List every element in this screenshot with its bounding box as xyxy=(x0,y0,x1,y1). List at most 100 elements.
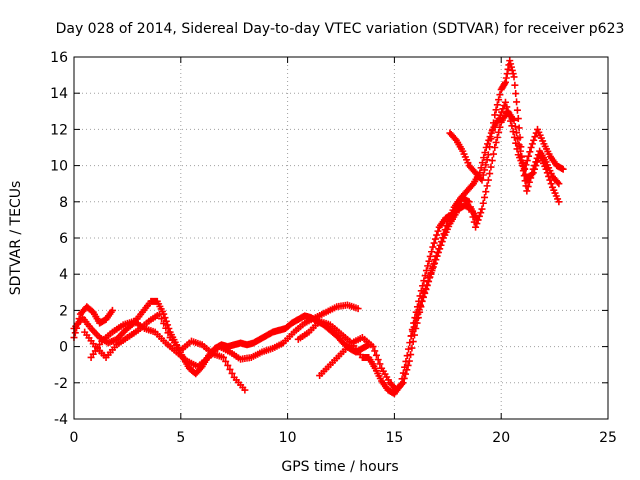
data-point xyxy=(409,338,417,346)
plot-frame xyxy=(73,56,609,420)
data-point xyxy=(515,124,523,132)
data-point xyxy=(525,152,533,160)
data-point xyxy=(498,108,506,116)
data-point xyxy=(492,138,500,146)
data-point xyxy=(486,170,494,178)
data-point xyxy=(508,66,516,74)
data-point xyxy=(436,245,444,253)
data-point xyxy=(434,248,442,256)
data-point xyxy=(509,70,517,78)
data-point xyxy=(426,252,434,260)
data-point xyxy=(399,379,407,387)
data-point xyxy=(492,106,500,114)
data-point xyxy=(161,314,169,322)
data-point xyxy=(155,310,163,318)
series-markers xyxy=(70,57,567,398)
data-point xyxy=(418,297,426,305)
data-point xyxy=(372,351,380,359)
data-point xyxy=(428,248,436,256)
data-point xyxy=(522,170,530,178)
data-point xyxy=(468,208,476,216)
data-point xyxy=(503,70,511,78)
data-point xyxy=(514,135,522,143)
data-point xyxy=(499,105,507,113)
x-tick-label: 25 xyxy=(599,430,617,446)
data-point xyxy=(511,123,519,131)
data-point xyxy=(542,165,550,173)
y-tick-label: 6 xyxy=(59,231,68,247)
data-point xyxy=(374,356,382,364)
data-point xyxy=(404,361,412,369)
data-point xyxy=(422,285,430,293)
data-point xyxy=(516,147,524,155)
data-point xyxy=(419,293,427,301)
y-axis-label: SDTVAR / TECUs xyxy=(8,181,24,296)
data-point xyxy=(528,140,536,148)
data-point xyxy=(495,96,503,104)
data-point xyxy=(481,166,489,174)
data-point xyxy=(515,141,523,149)
data-point xyxy=(487,163,495,171)
data-point xyxy=(222,357,230,365)
data-point xyxy=(513,129,521,137)
data-point xyxy=(528,170,536,178)
y-tick-label: 4 xyxy=(59,267,68,283)
data-point xyxy=(473,220,481,228)
y-tick-label: 8 xyxy=(59,195,68,211)
data-point xyxy=(502,74,510,82)
y-tick-label: -4 xyxy=(54,412,68,428)
data-point xyxy=(402,370,410,378)
data-point xyxy=(496,91,504,99)
series-arc-8 xyxy=(407,107,563,340)
data-point xyxy=(495,128,503,136)
x-tick-label: 15 xyxy=(385,430,403,446)
data-point xyxy=(507,60,515,68)
data-point xyxy=(474,216,482,224)
data-point xyxy=(415,306,423,314)
y-tick-label: 12 xyxy=(50,122,68,138)
data-point xyxy=(437,241,445,249)
data-point xyxy=(510,116,518,124)
data-point xyxy=(409,327,417,335)
data-point xyxy=(425,257,433,265)
data-point xyxy=(408,344,416,352)
data-point xyxy=(432,256,440,264)
data-point xyxy=(545,172,553,180)
data-point xyxy=(469,213,477,221)
data-point xyxy=(404,345,412,353)
data-point xyxy=(477,209,485,217)
data-point xyxy=(488,127,496,135)
data-point xyxy=(554,178,562,186)
data-point xyxy=(158,315,166,323)
data-point xyxy=(371,347,379,355)
data-point xyxy=(490,150,498,158)
data-point xyxy=(513,98,521,106)
data-point xyxy=(501,78,509,86)
data-point xyxy=(376,360,384,368)
data-point xyxy=(475,212,483,220)
series-arc-5 xyxy=(294,201,482,398)
data-point xyxy=(423,281,431,289)
data-point xyxy=(413,314,421,322)
data-point xyxy=(398,380,406,388)
data-point xyxy=(451,135,459,143)
y-tick-label: 2 xyxy=(59,303,68,319)
grid xyxy=(74,57,608,419)
data-point xyxy=(224,361,232,369)
data-point xyxy=(354,305,362,313)
data-point xyxy=(416,301,424,309)
data-point xyxy=(506,57,514,65)
data-point xyxy=(501,98,509,106)
y-tick-label: 0 xyxy=(59,340,68,356)
data-point xyxy=(220,353,228,361)
y-tick-label: 16 xyxy=(50,50,68,66)
data-point xyxy=(369,343,377,351)
data-point xyxy=(162,324,170,332)
axis-ticks: 0 5 10 15 20 25 -4 -2 0 2 4 6 8 10 12 14 16 xyxy=(50,50,617,446)
data-point xyxy=(490,119,498,127)
data-point xyxy=(472,223,480,231)
data-point xyxy=(488,157,496,165)
series-arc-7 xyxy=(446,57,563,195)
data-point xyxy=(406,339,414,347)
data-point xyxy=(547,180,555,188)
